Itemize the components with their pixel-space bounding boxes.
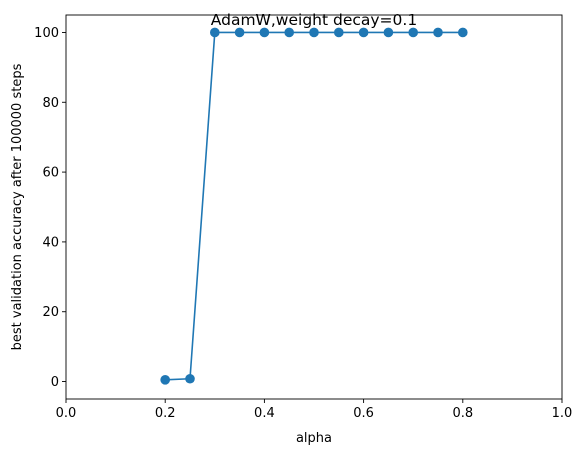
data-point <box>408 27 419 38</box>
y-tick-label: 80 <box>42 96 59 111</box>
y-tick-label: 0 <box>51 375 59 390</box>
data-point <box>334 27 344 38</box>
x-axis-ticks: 0.0 0.2 0.4 0.6 0.8 1.0 <box>56 399 573 421</box>
data-point <box>358 27 369 38</box>
x-tick-label: 1.0 <box>552 406 573 421</box>
data-point <box>309 27 319 38</box>
data-point <box>210 27 220 38</box>
data-point <box>259 27 270 38</box>
data-point <box>383 27 394 38</box>
chart-title: AdamW,weight decay=0.1 <box>211 11 417 29</box>
data-point <box>234 27 245 38</box>
series-layer <box>160 27 468 385</box>
plot-frame <box>65 14 563 400</box>
x-tick-label: 0.2 <box>155 406 176 421</box>
x-tick-label: 0.8 <box>452 406 473 421</box>
data-point <box>160 375 170 385</box>
data-point <box>284 27 295 38</box>
y-axis-title: best validation accuracy after 100000 st… <box>10 63 25 350</box>
x-tick-label: 0.4 <box>254 406 275 421</box>
x-tick-label: 0.0 <box>56 406 77 421</box>
x-axis-title: alpha <box>296 431 332 446</box>
y-axis-ticks: 0 20 40 60 80 100 <box>34 26 66 390</box>
y-tick-label: 20 <box>42 305 59 320</box>
data-point <box>185 373 195 384</box>
y-tick-label: 60 <box>42 166 59 181</box>
x-tick-label: 0.6 <box>353 406 374 421</box>
data-point <box>433 27 443 38</box>
y-tick-label: 40 <box>42 235 59 250</box>
y-tick-label: 100 <box>34 26 59 41</box>
plot-background <box>66 15 562 399</box>
data-point <box>458 27 468 38</box>
